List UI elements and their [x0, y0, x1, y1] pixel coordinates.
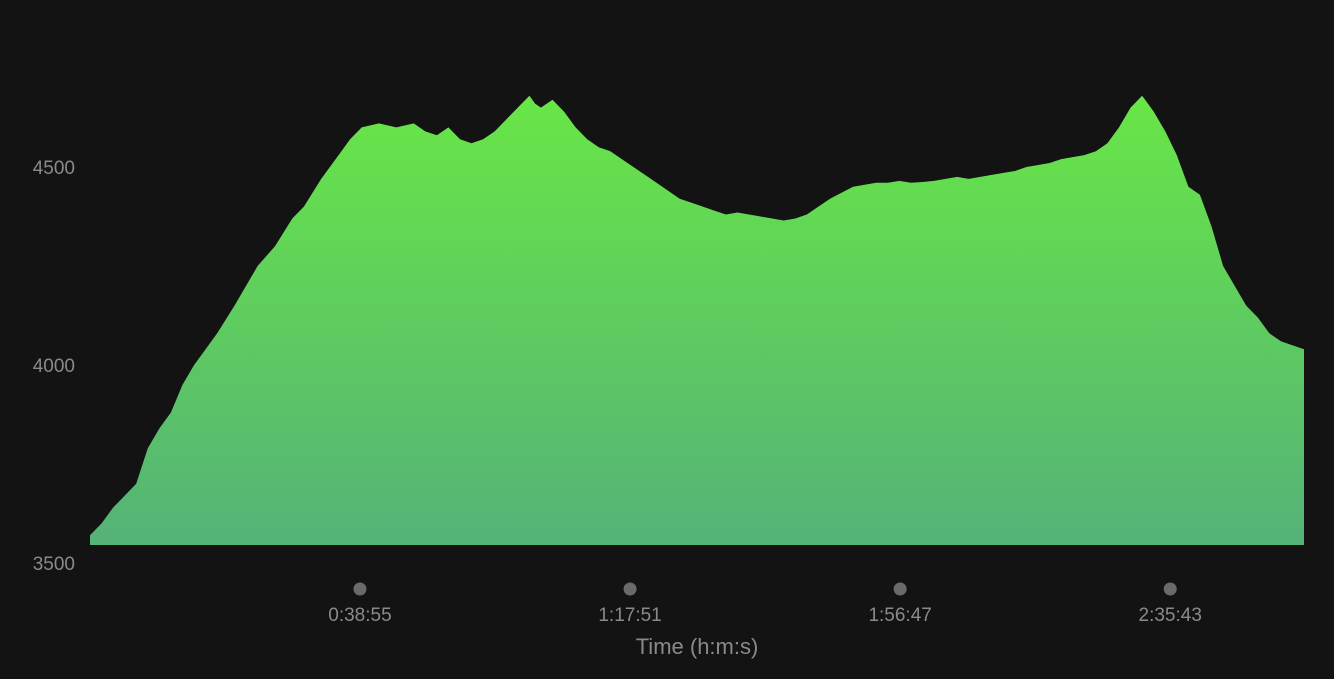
y-tick-label: 4500 — [33, 158, 75, 179]
x-tick-marker — [1163, 582, 1177, 596]
x-tick-marker — [353, 582, 367, 596]
x-tick-marker — [623, 582, 637, 596]
x-tick-label: 2:35:43 — [1139, 605, 1202, 626]
x-tick-label: 1:56:47 — [868, 605, 931, 626]
y-axis: 3500 4000 4500 — [33, 158, 75, 575]
x-tick-label: 0:38:55 — [328, 605, 391, 626]
x-axis: 0:38:55 1:17:51 1:56:47 2:35:43 — [328, 582, 1202, 626]
x-tick-marker — [893, 582, 907, 596]
x-axis-title: Time (h:m:s) — [636, 634, 759, 659]
area-series — [90, 95, 1304, 545]
y-tick-label: 4000 — [33, 356, 75, 377]
y-tick-label: 3500 — [33, 554, 75, 575]
x-tick-label: 1:17:51 — [598, 605, 661, 626]
